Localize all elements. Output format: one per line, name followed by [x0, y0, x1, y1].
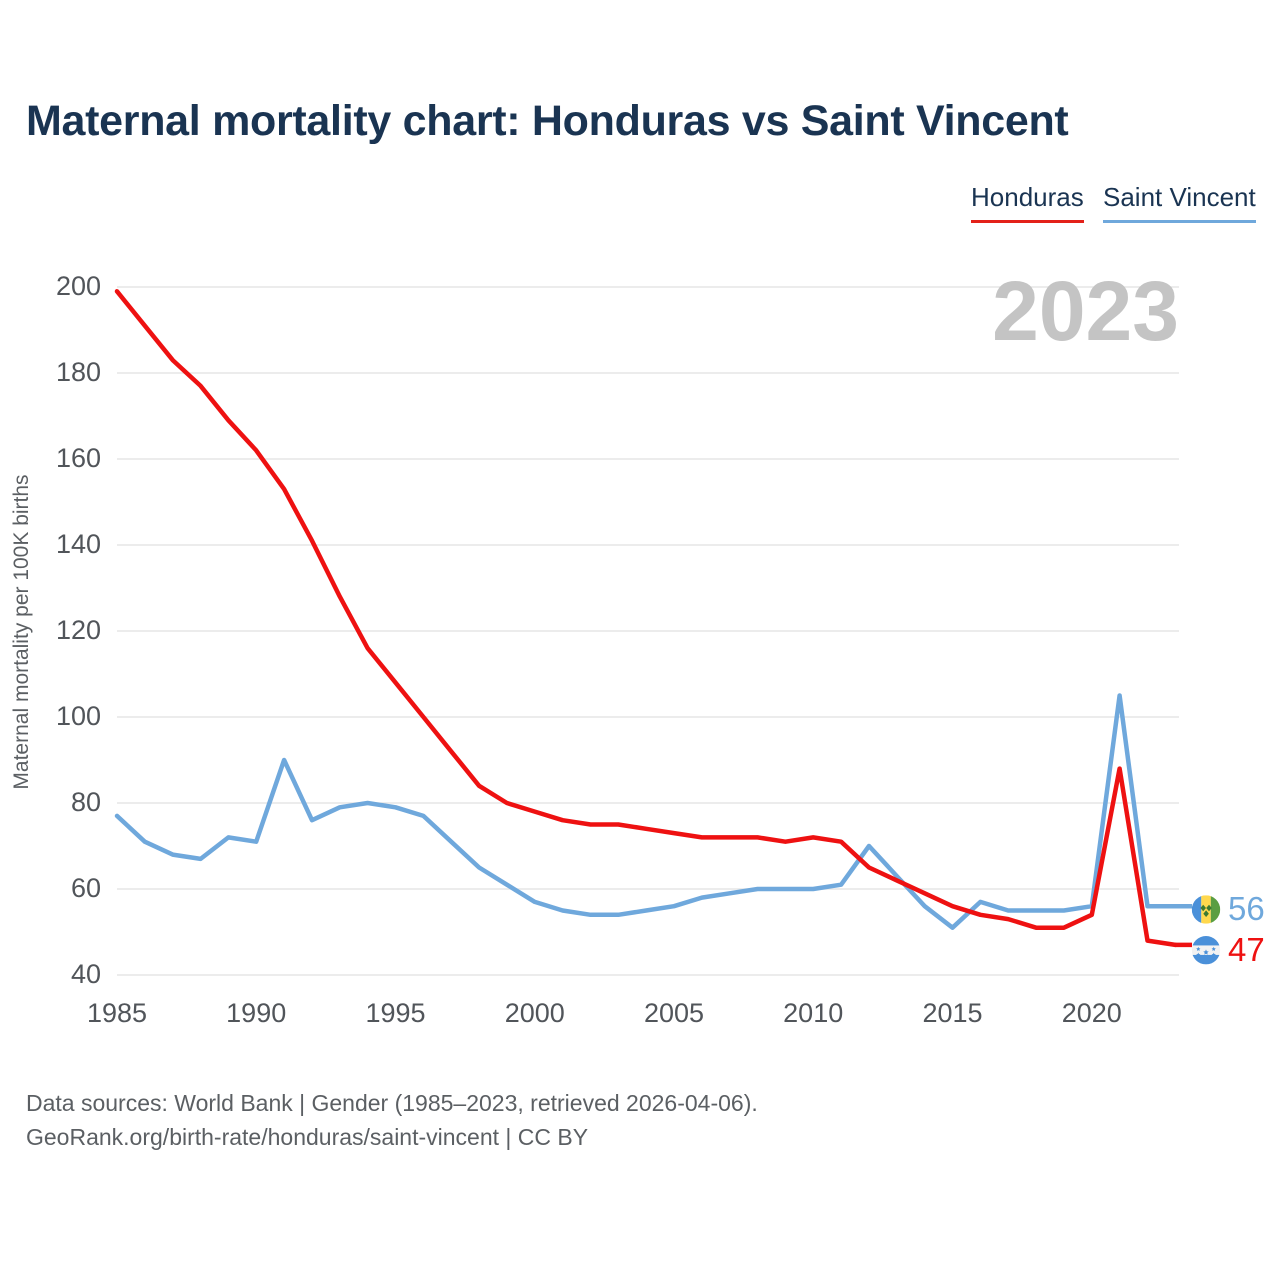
svg-text:200: 200: [56, 271, 101, 301]
svg-text:180: 180: [56, 357, 101, 387]
svg-text:2005: 2005: [644, 998, 704, 1028]
svg-text:2023: 2023: [992, 264, 1179, 358]
svg-text:120: 120: [56, 615, 101, 645]
svg-text:2000: 2000: [505, 998, 565, 1028]
svg-text:140: 140: [56, 529, 101, 559]
svg-text:160: 160: [56, 443, 101, 473]
svg-text:56: 56: [1228, 890, 1265, 927]
svg-text:40: 40: [71, 959, 101, 989]
svg-text:1995: 1995: [365, 998, 425, 1028]
svg-text:2015: 2015: [922, 998, 982, 1028]
svg-text:80: 80: [71, 787, 101, 817]
svg-text:47: 47: [1228, 931, 1265, 968]
svg-text:1985: 1985: [87, 998, 147, 1028]
svg-text:1990: 1990: [226, 998, 286, 1028]
svg-text:2020: 2020: [1062, 998, 1122, 1028]
svg-text:100: 100: [56, 701, 101, 731]
svg-text:2010: 2010: [783, 998, 843, 1028]
svg-text:60: 60: [71, 873, 101, 903]
